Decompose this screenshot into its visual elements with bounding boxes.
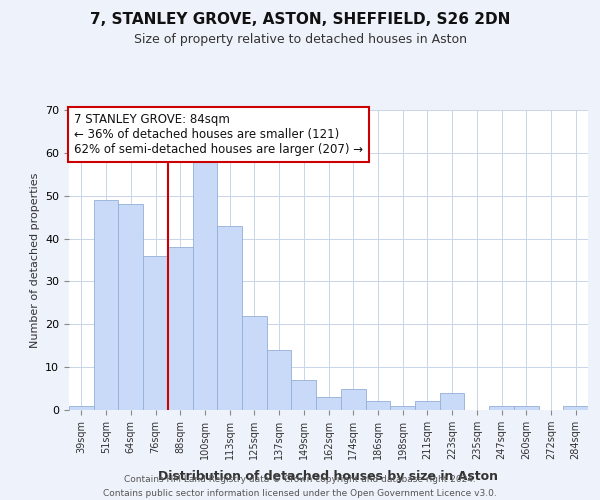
Bar	[341, 388, 365, 410]
Bar	[217, 226, 242, 410]
Bar	[292, 380, 316, 410]
Bar	[514, 406, 539, 410]
Text: 7 STANLEY GROVE: 84sqm
← 36% of detached houses are smaller (121)
62% of semi-de: 7 STANLEY GROVE: 84sqm ← 36% of detached…	[74, 113, 364, 156]
Bar	[489, 406, 514, 410]
Bar	[563, 406, 588, 410]
Bar	[365, 402, 390, 410]
Bar	[193, 162, 217, 410]
Bar	[168, 247, 193, 410]
Text: Size of property relative to detached houses in Aston: Size of property relative to detached ho…	[133, 32, 467, 46]
X-axis label: Distribution of detached houses by size in Aston: Distribution of detached houses by size …	[158, 470, 499, 484]
Bar	[94, 200, 118, 410]
Bar	[267, 350, 292, 410]
Bar	[242, 316, 267, 410]
Bar	[440, 393, 464, 410]
Text: 7, STANLEY GROVE, ASTON, SHEFFIELD, S26 2DN: 7, STANLEY GROVE, ASTON, SHEFFIELD, S26 …	[90, 12, 510, 28]
Bar	[316, 397, 341, 410]
Bar	[143, 256, 168, 410]
Bar	[69, 406, 94, 410]
Text: Contains HM Land Registry data © Crown copyright and database right 2024.
Contai: Contains HM Land Registry data © Crown c…	[103, 476, 497, 498]
Y-axis label: Number of detached properties: Number of detached properties	[29, 172, 40, 348]
Bar	[118, 204, 143, 410]
Bar	[415, 402, 440, 410]
Bar	[390, 406, 415, 410]
